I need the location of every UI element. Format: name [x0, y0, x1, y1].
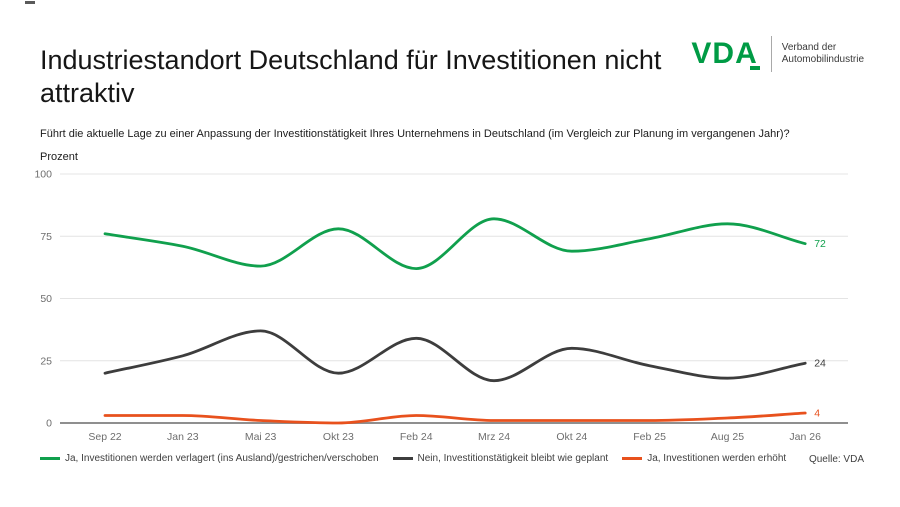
chart-question: Führt die aktuelle Lage zu einer Anpassu…: [40, 128, 790, 140]
slide-corner-mark: [25, 1, 35, 4]
y-tick-label: 0: [46, 418, 52, 430]
y-axis-unit-label: Prozent: [40, 151, 78, 163]
vda-logo-underscore: [749, 66, 760, 70]
source-note: Quelle: VDA: [808, 454, 864, 465]
series-line: [103, 329, 807, 383]
x-tick-label: Sep 22: [88, 431, 121, 443]
logo-org-line1: Verband der: [781, 42, 837, 53]
legend-item: Nein, Investitionstätigkeit bleibt wie g…: [392, 453, 609, 464]
legend-item: Ja, Investitionen werden verlagert (ins …: [40, 453, 379, 464]
x-tick-label: Feb 24: [400, 431, 433, 443]
series-end-value-label: 4: [814, 408, 820, 420]
x-tick-label: Jan 26: [789, 431, 821, 443]
legend-label: Nein, Investitionstätigkeit bleibt wie g…: [417, 453, 609, 464]
y-tick-label: 100: [34, 169, 52, 181]
legend-item: Ja, Investitionen werden erhöht: [622, 453, 786, 464]
series-line: [103, 217, 807, 271]
legend-line-swatch: [622, 457, 643, 460]
x-tick-label: Feb 25: [633, 431, 666, 443]
x-tick-label: Mrz 24: [478, 431, 510, 443]
x-tick-label: Jan 23: [167, 431, 199, 443]
vda-logo-text: VDA: [691, 37, 760, 70]
y-tick-label: 75: [40, 231, 52, 243]
logo-divider: [770, 36, 772, 72]
vda-logo-letters: VDA: [691, 37, 758, 70]
y-tick-label: 50: [40, 293, 52, 305]
x-tick-label: Okt 23: [323, 431, 354, 443]
series-end-value-label: 72: [814, 238, 826, 250]
vda-logo: VDA Verband der Automobilindustrie: [691, 36, 864, 72]
legend-line-swatch: [392, 457, 413, 460]
series-line: [103, 411, 807, 425]
y-tick-label: 25: [40, 355, 52, 367]
series-end-value-label: 24: [814, 358, 826, 370]
x-tick-label: Aug 25: [711, 431, 744, 443]
legend-label: Ja, Investitionen werden verlagert (ins …: [65, 453, 379, 464]
x-tick-label: Mai 23: [245, 431, 277, 443]
page-title: Industriestandort Deutschland für Invest…: [40, 45, 662, 109]
x-tick-label: Okt 24: [556, 431, 587, 443]
logo-org-name: Verband der Automobilindustrie: [782, 42, 864, 66]
chart-legend: Ja, Investitionen werden verlagert (ins …: [40, 453, 800, 464]
logo-org-line2: Automobilindustrie: [781, 54, 864, 65]
legend-line-swatch: [40, 457, 60, 460]
legend-label: Ja, Investitionen werden erhöht: [647, 453, 787, 464]
